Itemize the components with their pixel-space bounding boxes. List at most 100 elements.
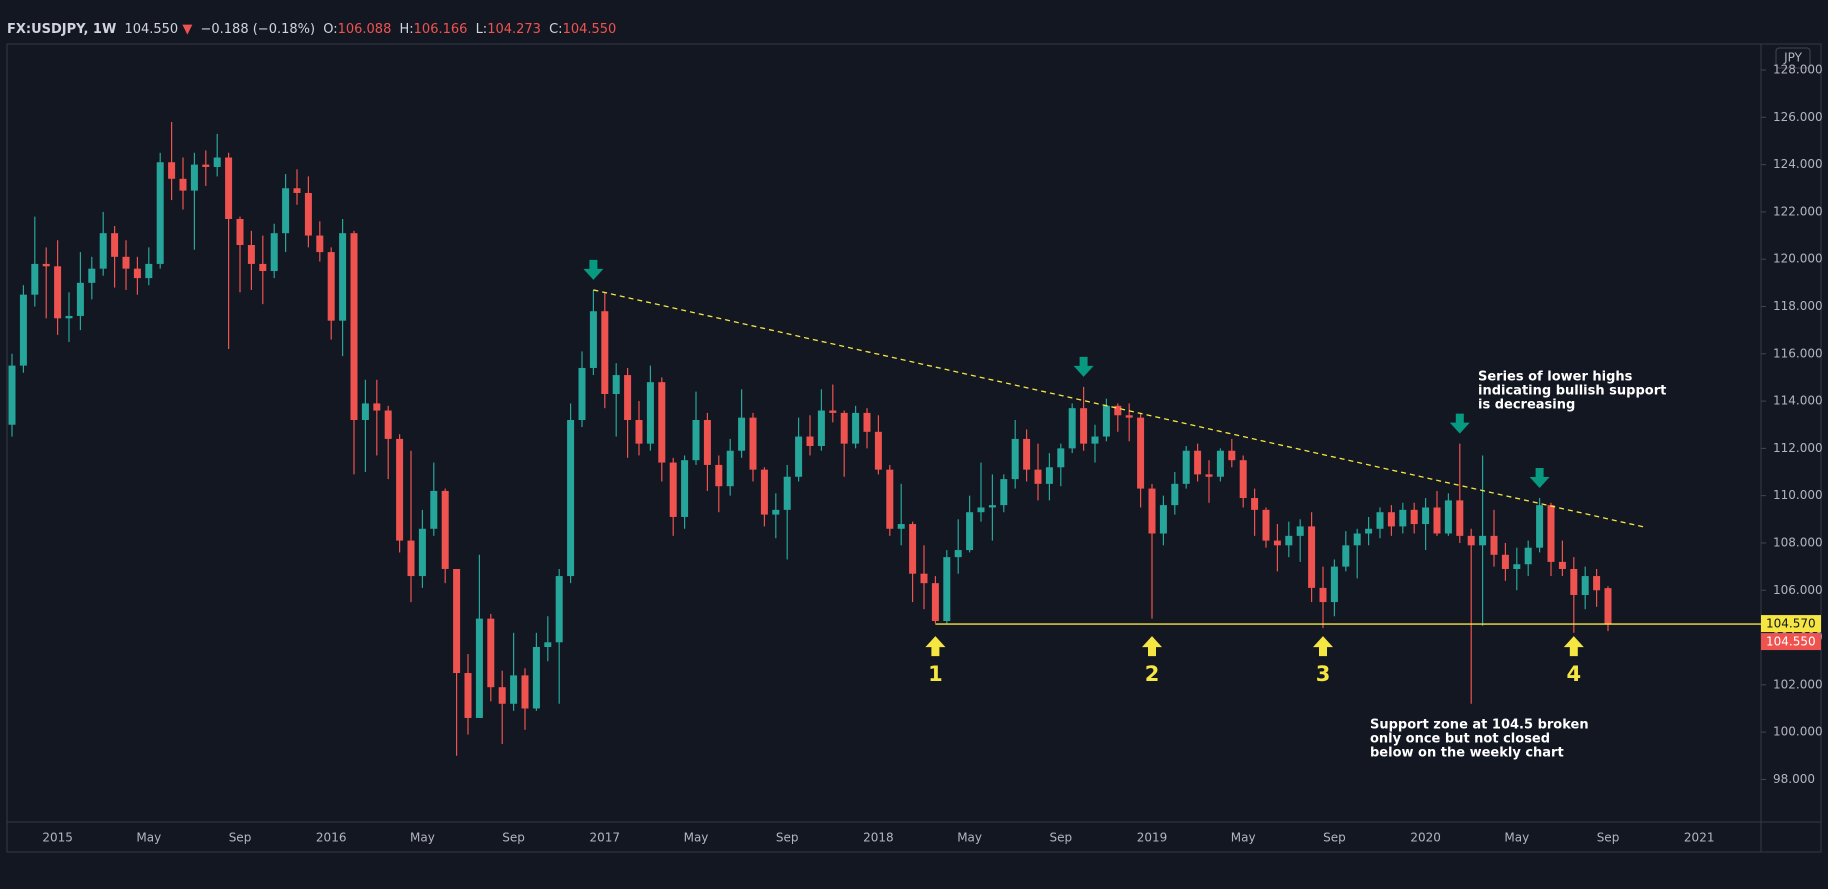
candle-body bbox=[304, 192, 312, 236]
candle-body bbox=[521, 675, 529, 709]
x-tick-label: May bbox=[957, 831, 982, 845]
high-value: 106.166 bbox=[414, 22, 468, 37]
candle-body bbox=[1399, 509, 1407, 527]
candle-body bbox=[943, 557, 951, 621]
support-price-box bbox=[1761, 615, 1821, 633]
close-value: 104.550 bbox=[563, 22, 617, 37]
y-tick-label: 110.000 bbox=[1773, 488, 1823, 502]
support-arrow bbox=[925, 636, 946, 657]
open-label: O: bbox=[323, 22, 337, 37]
high-arrow bbox=[583, 259, 604, 280]
candle-body bbox=[1285, 535, 1293, 546]
candle-body bbox=[544, 642, 552, 648]
header: FX:USDJPY, 1W 104.550 ▼ −0.188 (−0.18%) … bbox=[7, 22, 616, 37]
note-lower-highs: is decreasing bbox=[1478, 398, 1575, 413]
candle-body bbox=[738, 417, 746, 451]
candle-body bbox=[589, 311, 597, 368]
candle-body bbox=[624, 375, 632, 420]
candle-body bbox=[646, 382, 654, 444]
frame bbox=[6, 43, 1822, 853]
candle-body bbox=[1171, 483, 1179, 506]
candle-body bbox=[510, 675, 518, 704]
candle-body bbox=[202, 164, 210, 167]
candle-body bbox=[920, 573, 928, 584]
candle-body bbox=[270, 233, 278, 272]
high-arrow bbox=[1529, 468, 1550, 489]
x-tick-label: Sep bbox=[229, 831, 252, 845]
candle-body bbox=[8, 365, 16, 425]
candle-body bbox=[532, 647, 540, 709]
candle-body bbox=[1581, 576, 1589, 595]
x-tick-label: Sep bbox=[1323, 831, 1346, 845]
candle-body bbox=[1433, 507, 1441, 534]
candle-body bbox=[886, 469, 894, 529]
candle-body bbox=[760, 469, 768, 515]
candle-body bbox=[236, 218, 244, 246]
candle-body bbox=[475, 618, 483, 718]
candle-body bbox=[954, 550, 962, 558]
candle-body bbox=[1490, 535, 1498, 555]
candle-body bbox=[1251, 498, 1259, 510]
candle-body bbox=[1137, 417, 1145, 489]
y-axis-unit: JPY bbox=[1783, 51, 1803, 65]
x-tick-label: May bbox=[410, 831, 435, 845]
candle-body bbox=[133, 268, 141, 279]
candle-body bbox=[909, 524, 917, 574]
candle-body bbox=[1000, 479, 1008, 506]
candle-body bbox=[1308, 526, 1316, 588]
note-lower-highs: indicating bullish support bbox=[1478, 384, 1666, 399]
candle-body bbox=[99, 233, 107, 269]
candle-body bbox=[1045, 467, 1053, 484]
candle-body bbox=[1353, 533, 1361, 546]
y-tick-label: 124.000 bbox=[1773, 157, 1823, 171]
candle-body bbox=[1011, 438, 1019, 480]
candle-body bbox=[874, 431, 882, 470]
x-tick-label: 2019 bbox=[1137, 831, 1168, 845]
y-tick-label: 98.000 bbox=[1773, 772, 1815, 786]
candle-body bbox=[407, 540, 415, 577]
candle-body bbox=[612, 375, 620, 394]
candle-body bbox=[156, 162, 164, 264]
unit-box bbox=[1775, 47, 1811, 69]
candle-body bbox=[373, 403, 381, 411]
candle-body bbox=[1023, 438, 1031, 470]
x-tick-label: 2020 bbox=[1410, 831, 1441, 845]
candle-body bbox=[1182, 450, 1190, 484]
x-tick-label: 2018 bbox=[863, 831, 894, 845]
candle-body bbox=[213, 157, 221, 167]
candle-body bbox=[1330, 566, 1338, 603]
candle-body bbox=[1228, 450, 1236, 461]
touch-label: 1 bbox=[928, 662, 943, 686]
candle-body bbox=[1593, 576, 1601, 591]
x-tick-label: 2021 bbox=[1684, 831, 1715, 845]
candle-body bbox=[88, 268, 96, 283]
high-arrow bbox=[1449, 413, 1470, 434]
candle-body bbox=[1034, 469, 1042, 484]
y-tick-label: 120.000 bbox=[1773, 252, 1823, 266]
y-tick-label: 102.000 bbox=[1773, 677, 1823, 691]
candle-body bbox=[247, 245, 255, 264]
x-tick-label: Sep bbox=[776, 831, 799, 845]
candle-body bbox=[852, 412, 860, 444]
candle-body bbox=[441, 490, 449, 569]
y-tick-label: 128.000 bbox=[1773, 63, 1823, 77]
candle-body bbox=[897, 524, 905, 529]
candle-body bbox=[122, 256, 130, 269]
candle-body bbox=[225, 157, 233, 219]
candle-body bbox=[179, 178, 187, 191]
candle-body bbox=[111, 233, 119, 257]
candle-body bbox=[1205, 474, 1213, 477]
candle-body bbox=[658, 382, 666, 463]
candle-body bbox=[1102, 405, 1110, 437]
candle-body bbox=[829, 410, 837, 413]
candle-body bbox=[1091, 436, 1099, 444]
candle-body bbox=[384, 410, 392, 439]
y-tick-label: 106.000 bbox=[1773, 583, 1823, 597]
candle-body bbox=[1125, 415, 1133, 418]
candle-body bbox=[1148, 488, 1156, 534]
candle-body bbox=[350, 233, 358, 420]
y-tick-label: 112.000 bbox=[1773, 441, 1823, 455]
y-tick-label: 118.000 bbox=[1773, 299, 1823, 313]
x-tick-label: 2015 bbox=[42, 831, 73, 845]
